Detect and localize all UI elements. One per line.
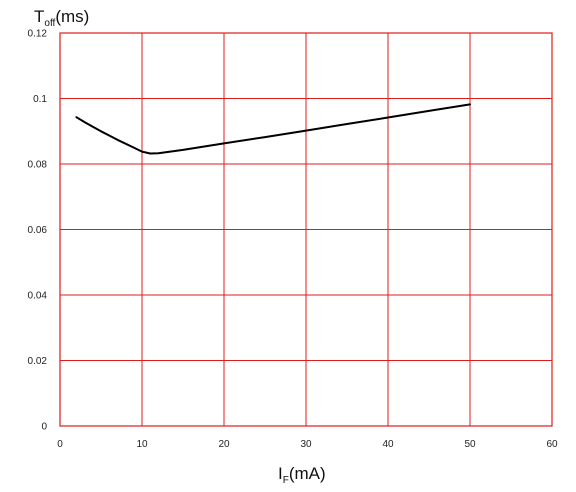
x-tick-label: 10	[136, 439, 148, 450]
x-tick-label: 50	[464, 439, 476, 450]
y-tick-label: 0.04	[28, 291, 48, 302]
x-axis-label: IF(mA)	[278, 464, 326, 486]
x-tick-label: 20	[218, 439, 230, 450]
x-axis-label-sub: F	[283, 475, 289, 486]
x-tick-label: 30	[300, 439, 312, 450]
x-tick-label: 60	[546, 439, 558, 450]
x-tick-labels: 0 10 20 30 40 50 60	[57, 439, 558, 450]
x-tick-label: 0	[57, 439, 63, 450]
y-axis-label-sub: off	[44, 18, 55, 29]
y-tick-label: 0	[41, 422, 47, 433]
x-axis-label-main: I	[278, 464, 283, 483]
y-tick-label: 0.06	[28, 225, 48, 236]
x-axis-label-unit: (mA)	[289, 464, 326, 483]
x-tick-label: 40	[382, 439, 394, 450]
series-line	[75, 103, 471, 155]
y-tick-label: 0.12	[28, 29, 48, 40]
plot-frame	[59, 32, 553, 427]
grid	[59, 32, 553, 427]
y-axis-label-unit: (ms)	[55, 7, 89, 26]
series	[75, 103, 471, 155]
y-tick-label: 0.1	[33, 94, 47, 105]
y-axis-label: Toff(ms)	[34, 7, 89, 29]
y-axis-label-main: T	[34, 7, 44, 26]
y-tick-label: 0.02	[28, 356, 48, 367]
y-tick-label: 0.08	[28, 160, 48, 171]
y-tick-labels: 0 0.02 0.04 0.06 0.08 0.1 0.12	[28, 29, 48, 433]
